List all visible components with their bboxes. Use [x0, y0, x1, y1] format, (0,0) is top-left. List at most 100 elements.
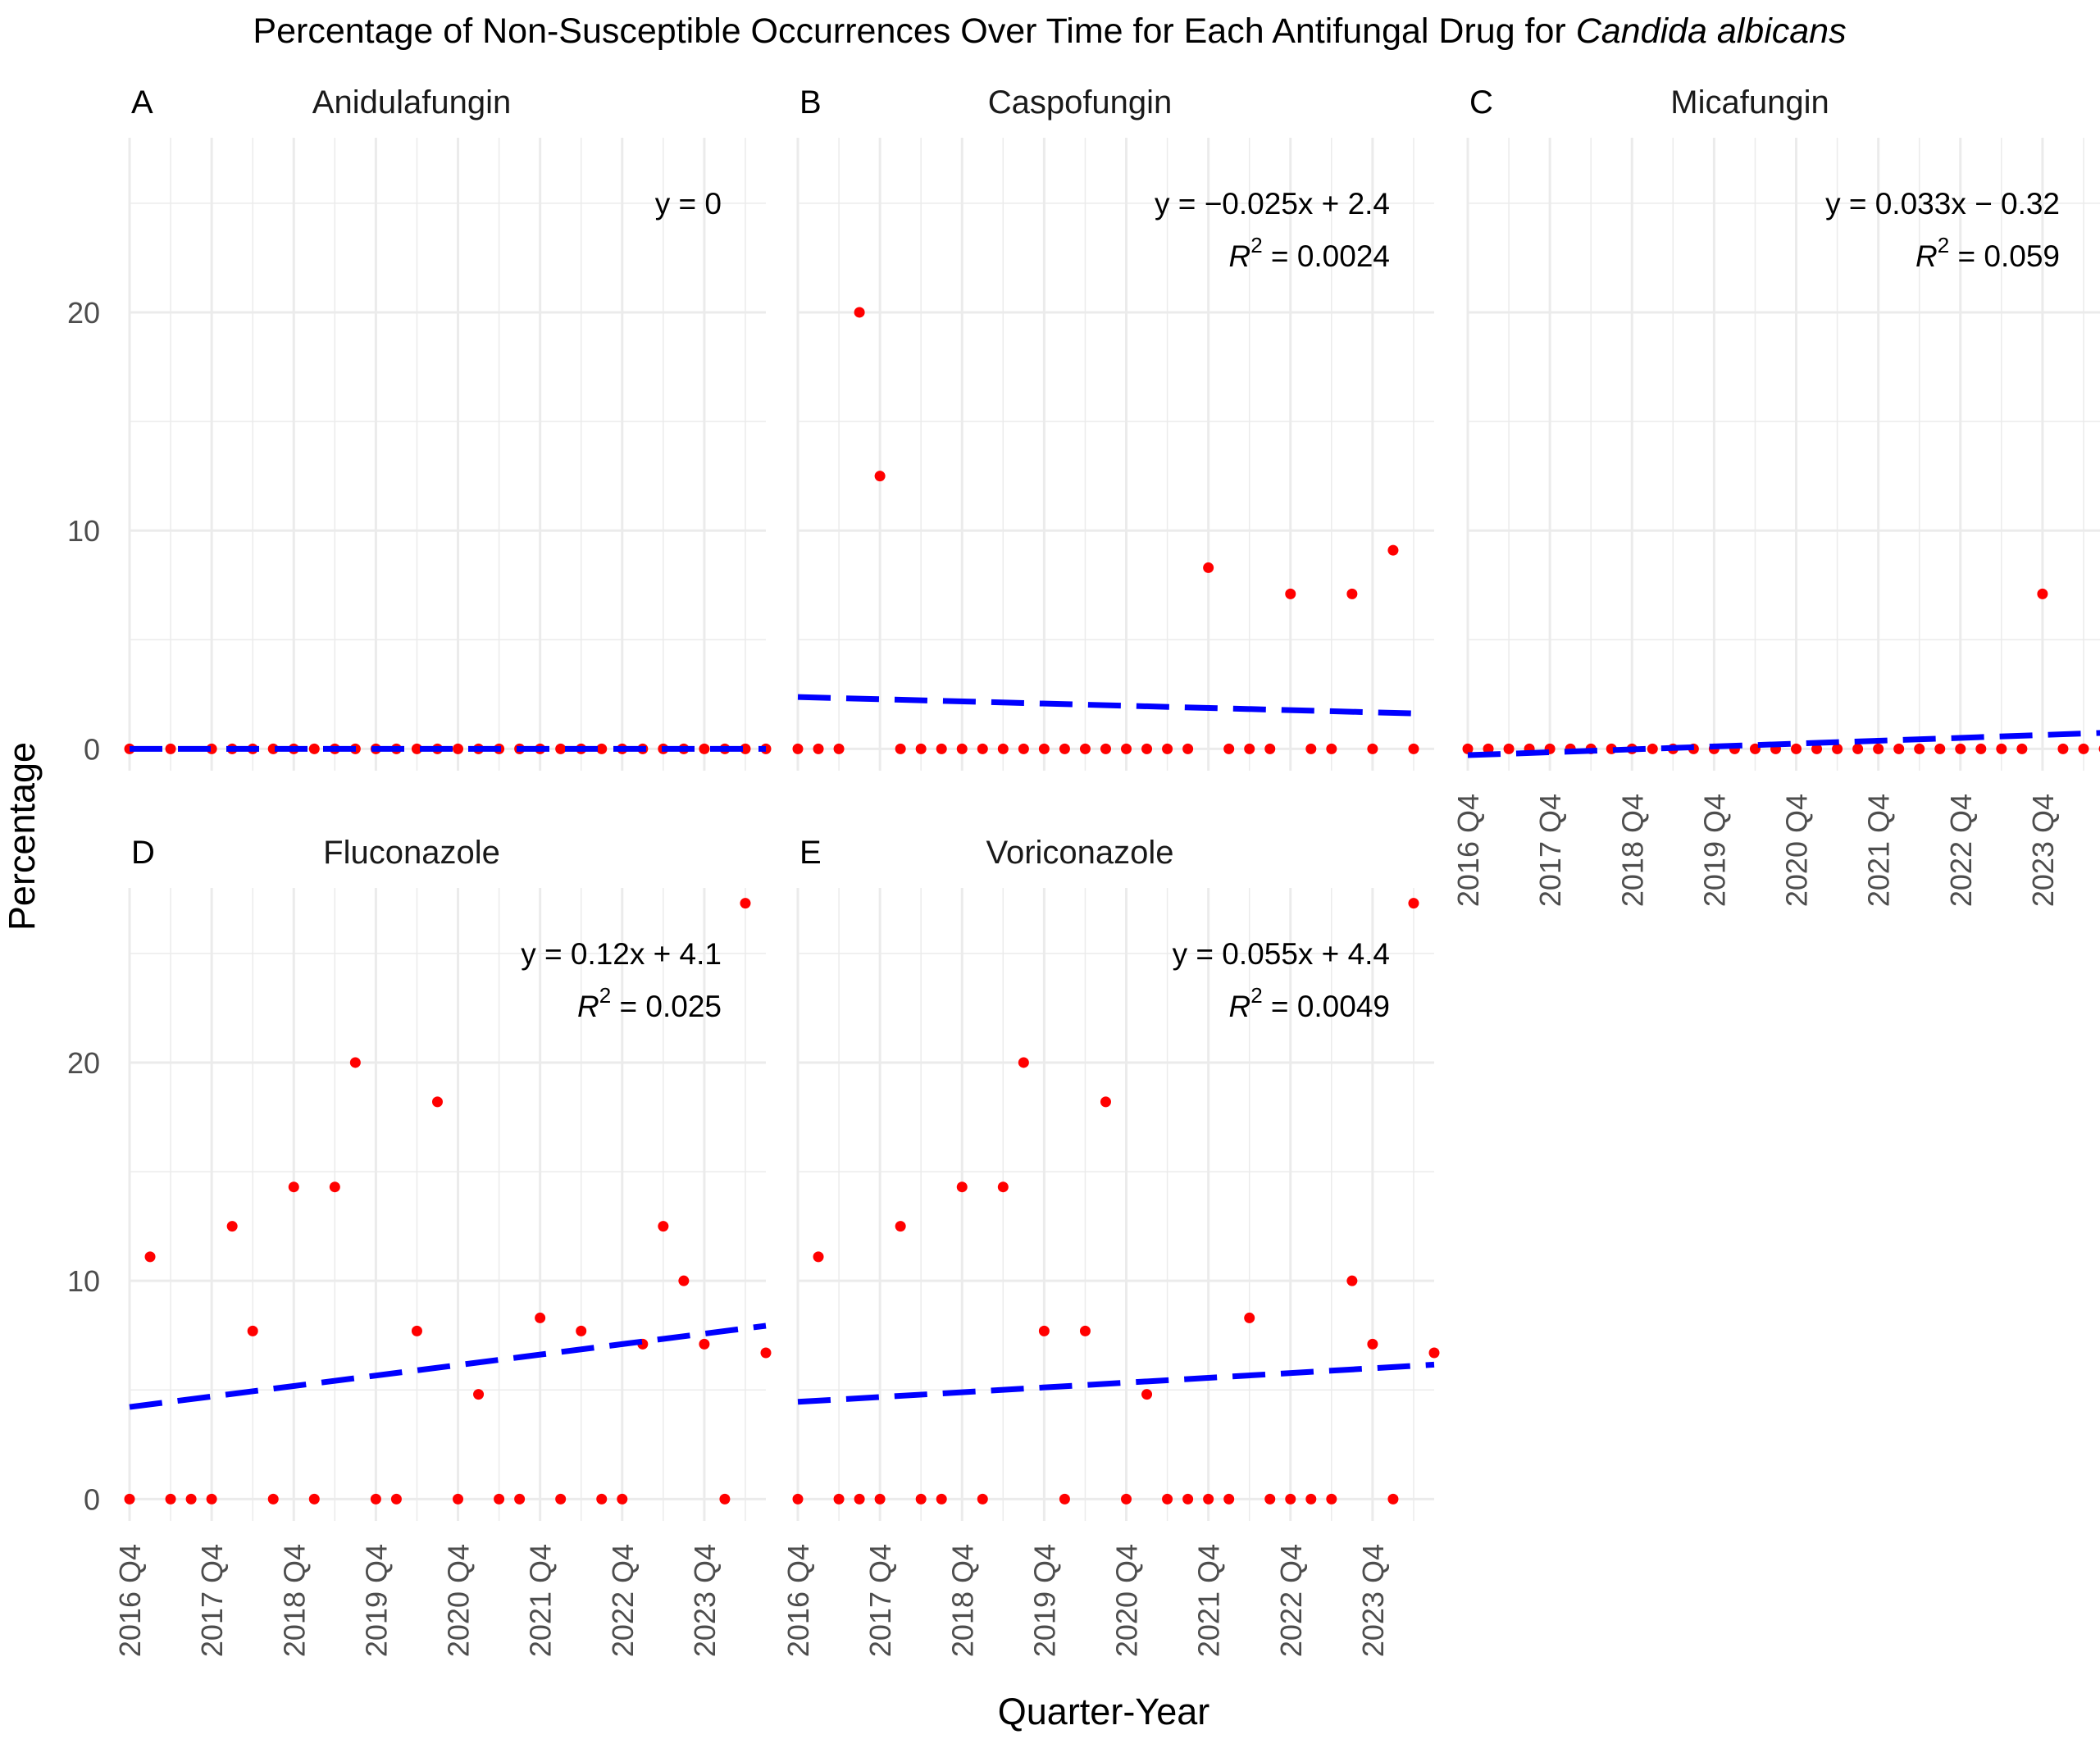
x-tick-label: 2019 Q4 [359, 1544, 393, 1657]
r-symbol: R [1916, 239, 1938, 273]
r-exponent: 2 [1250, 233, 1262, 257]
data-point [915, 743, 927, 754]
data-point [1852, 743, 1864, 754]
panel-title: Caspofungin [988, 84, 1173, 121]
data-point [411, 743, 422, 754]
data-point [1462, 743, 1474, 754]
panel-caspofungin: B Caspofungin y = −0.025x + 2.4 R2 = 0.0024 [792, 84, 1434, 771]
data-point [895, 743, 906, 754]
x-tick-label: 2019 Q4 [1027, 1544, 1061, 1657]
data-point [1873, 743, 1884, 754]
chart-title-prefix: Percentage of Non-Susceptible Occurrence… [253, 11, 1575, 51]
x-tick-label: 2018 Q4 [945, 1544, 979, 1657]
data-point [740, 898, 751, 909]
panel-tag: B [799, 84, 822, 121]
x-tick-label: 2019 Q4 [1697, 794, 1731, 907]
x-tick-label: 2022 Q4 [1944, 794, 1978, 907]
x-tick-label: 2021 Q4 [1192, 1544, 1226, 1657]
trend-line [1467, 730, 2100, 758]
data-point [1264, 743, 1276, 754]
regression-equation: y = 0.12x + 4.1 [521, 937, 722, 971]
data-point [699, 743, 710, 754]
data-point [1038, 743, 1050, 754]
panel-anidulafungin: A Anidulafungin 0 10 20 y = 0 [67, 84, 772, 771]
data-point [453, 1493, 464, 1505]
chart-title: Percentage of Non-Susceptible Occurrence… [253, 11, 1846, 51]
data-point [555, 1493, 567, 1505]
data-point [1018, 1057, 1029, 1068]
y-tick-label: 10 [67, 1264, 100, 1298]
data-point [1408, 898, 1419, 909]
y-tick-label: 20 [67, 1046, 100, 1080]
data-point [658, 1221, 669, 1232]
data-point [1100, 743, 1111, 754]
data-point [854, 1493, 865, 1505]
x-tick-label: 2017 Q4 [195, 1544, 229, 1657]
data-point [1305, 743, 1317, 754]
data-point [390, 1493, 402, 1505]
data-point [1223, 1493, 1235, 1505]
data-point [308, 743, 320, 754]
regression-equation: y = 0.055x + 4.4 [1173, 937, 1390, 971]
data-point [997, 1181, 1009, 1193]
x-tick-label: 2022 Q4 [1274, 1544, 1308, 1657]
x-tick-label: 2022 Q4 [606, 1544, 640, 1657]
data-point [1934, 743, 1946, 754]
data-point [226, 1221, 238, 1232]
data-point [1305, 1493, 1317, 1505]
data-point [473, 1389, 485, 1400]
data-point [288, 1181, 299, 1193]
panel-tag: A [131, 84, 153, 121]
r-squared-label: R2 = 0.025 [577, 983, 722, 1023]
regression-equation: y = 0.033x − 0.32 [1825, 187, 2060, 221]
r-exponent: 2 [1250, 983, 1262, 1008]
data-point [997, 743, 1009, 754]
x-axis-title: Quarter-Year [998, 1691, 1209, 1732]
data-point [1832, 743, 1843, 754]
y-tick-label: 0 [84, 1482, 100, 1516]
r-squared-label: R2 = 0.0024 [1228, 233, 1390, 273]
x-tick-label: 2016 Q4 [1451, 794, 1485, 907]
data-point [308, 1493, 320, 1505]
data-point [956, 1181, 968, 1193]
data-point [1893, 743, 1905, 754]
data-point [1996, 743, 2007, 754]
data-point [1749, 743, 1761, 754]
data-point [1121, 743, 1132, 754]
grid [796, 138, 1434, 771]
data-point [1018, 743, 1029, 754]
data-point [1264, 1493, 1276, 1505]
data-point [1367, 1338, 1378, 1350]
data-points [124, 898, 772, 1505]
data-point [874, 1493, 886, 1505]
data-point [596, 1493, 608, 1505]
data-point [699, 1338, 710, 1350]
data-point [2057, 743, 2069, 754]
data-point [1791, 743, 1802, 754]
data-point [1346, 1275, 1358, 1286]
data-point [617, 1493, 628, 1505]
r-squared-value: = 0.059 [1949, 239, 2060, 273]
data-point [792, 1493, 804, 1505]
data-point [494, 1493, 505, 1505]
data-point [977, 743, 988, 754]
data-point [1162, 743, 1173, 754]
data-point [1428, 1347, 1440, 1359]
r-symbol: R [1228, 990, 1250, 1023]
data-point [1223, 743, 1235, 754]
r-squared-value: = 0.0024 [1263, 239, 1390, 273]
data-point [165, 1493, 176, 1505]
chart-title-species: Candida albicans [1576, 11, 1847, 51]
data-point [267, 1493, 279, 1505]
data-point [1387, 1493, 1399, 1505]
data-point [431, 1096, 443, 1108]
data-point [1203, 562, 1214, 573]
data-point [1038, 1325, 1050, 1336]
grid [1466, 138, 2100, 771]
data-point [936, 743, 947, 754]
data-point [760, 1347, 772, 1359]
data-point [1647, 743, 1658, 754]
data-point [247, 1325, 258, 1336]
